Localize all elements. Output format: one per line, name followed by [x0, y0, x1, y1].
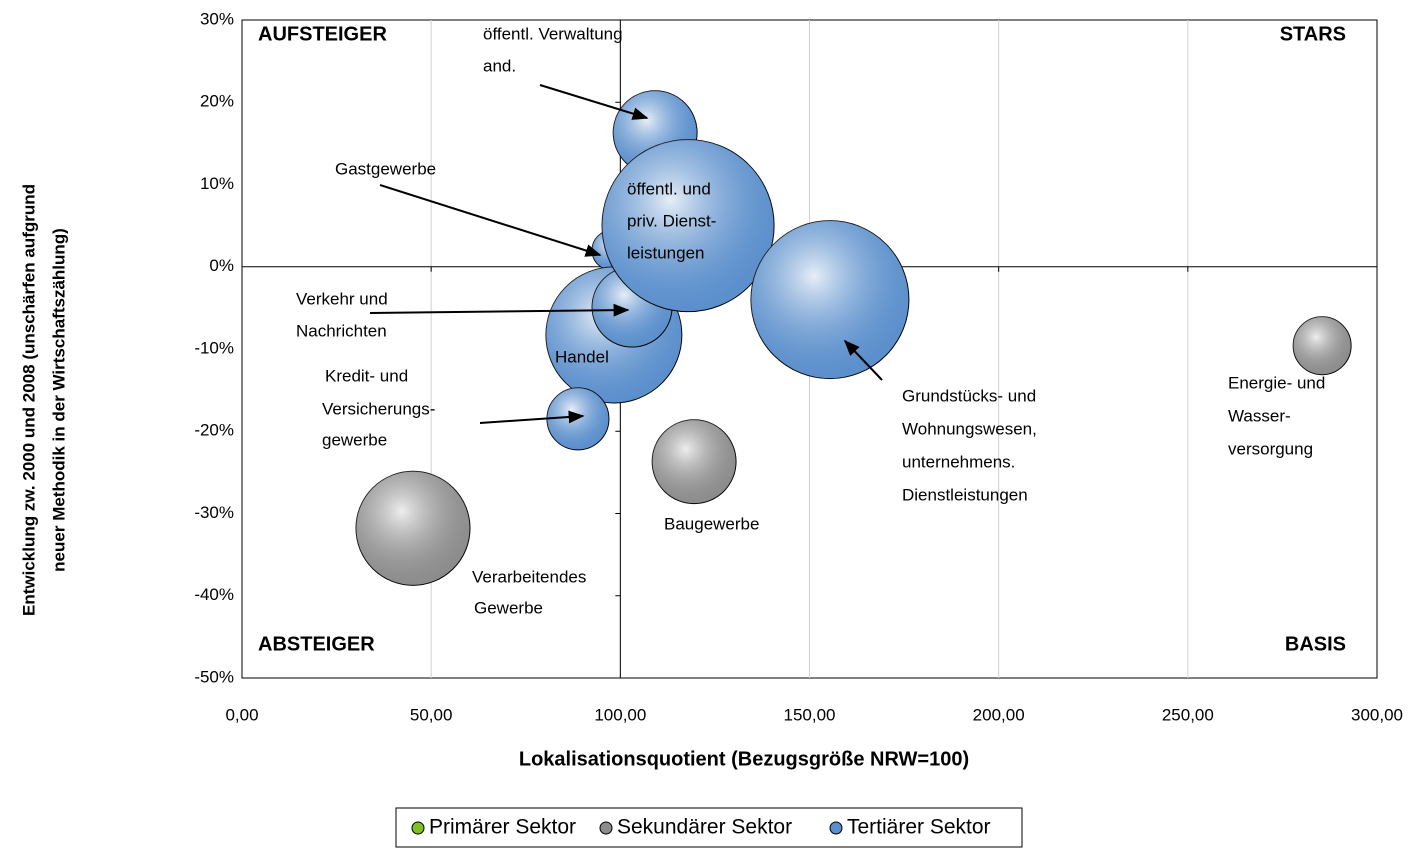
bubble-label: gewerbe — [322, 430, 387, 449]
bubble-label: leistungen — [627, 243, 705, 262]
legend-label: Tertiärer Sektor — [847, 816, 991, 839]
bubble-label: unternehmens. — [902, 452, 1015, 471]
bubble-label: Gewerbe — [474, 598, 543, 617]
bubble-shine — [750, 220, 909, 379]
bubble-shine — [652, 419, 737, 504]
bubble-label: Handel — [555, 347, 609, 366]
quadrant-label: STARS — [1280, 23, 1346, 45]
quadrant-label: AUFSTEIGER — [258, 23, 387, 45]
label-arrow — [539, 84, 649, 120]
legend-label: Primärer Sektor — [429, 816, 576, 839]
label-arrow — [843, 339, 883, 381]
bubble-shine — [1293, 316, 1352, 375]
bubble-shine — [355, 471, 471, 586]
y-tick-label: 20% — [200, 92, 234, 111]
bubble-label: Dienstleistungen — [902, 485, 1028, 504]
y-tick-label: -40% — [194, 585, 234, 604]
y-axis-label: neuer Methodik in der Wirtschaftszählung… — [49, 228, 68, 572]
bubble — [1292, 316, 1352, 376]
x-tick-label: 150,00 — [784, 705, 836, 724]
y-tick-label: 10% — [200, 174, 234, 193]
quadrant-label: BASIS — [1285, 633, 1346, 655]
x-tick-label: 50,00 — [410, 705, 453, 724]
bubble-label: öffentl. Verwaltung — [483, 24, 623, 43]
bubble-label: Wohnungswesen, — [902, 419, 1037, 438]
bubble-label: Versicherungs- — [322, 399, 435, 418]
bubble-label: Kredit- und — [325, 366, 408, 385]
bubble-label: Energie- und — [1228, 373, 1325, 392]
x-tick-label: 100,00 — [594, 705, 646, 724]
x-tick-label: 300,00 — [1351, 705, 1403, 724]
y-tick-label: -20% — [194, 421, 234, 440]
x-tick-label: 0,00 — [225, 705, 258, 724]
bubble — [546, 387, 610, 451]
label-arrow — [369, 303, 630, 317]
legend-box — [395, 807, 1023, 848]
y-axis-label: Entwicklung zw. 2000 und 2008 (unschärfe… — [19, 184, 38, 616]
bubble-label: Grundstücks- und — [902, 386, 1036, 405]
bubble-label: and. — [483, 56, 516, 75]
label-arrow — [479, 410, 585, 424]
bubble-label: Verarbeitendes — [472, 567, 586, 586]
x-axis-label: Lokalisationsquotient (Bezugsgröße NRW=1… — [519, 748, 969, 770]
bubble-label: versorgung — [1228, 439, 1313, 458]
bubble-label: öffentl. und — [627, 179, 711, 198]
bubble-label: Baugewerbe — [664, 514, 759, 533]
y-tick-label: 0% — [209, 256, 234, 275]
y-tick-label: -30% — [194, 503, 234, 522]
bubble-label: Wasser- — [1228, 406, 1291, 425]
label-arrow — [379, 184, 602, 257]
y-tick-label: 30% — [200, 9, 234, 28]
bubble-label: Verkehr und — [296, 289, 388, 308]
quadrant-label: ABSTEIGER — [258, 633, 375, 655]
bubble-shine — [546, 387, 609, 450]
x-tick-label: 250,00 — [1162, 705, 1214, 724]
bubble-shine — [602, 139, 775, 312]
bubble-label: Nachrichten — [296, 321, 387, 340]
bubble — [601, 139, 775, 313]
legend-marker — [829, 821, 843, 835]
y-tick-label: -50% — [194, 667, 234, 686]
legend-label: Sekundärer Sektor — [617, 816, 792, 839]
legend-marker — [599, 821, 613, 835]
y-tick-label: -10% — [194, 338, 234, 357]
bubble-label: Gastgewerbe — [335, 159, 436, 178]
x-tick-label: 200,00 — [973, 705, 1025, 724]
legend-marker — [411, 821, 425, 835]
bubble — [750, 220, 910, 380]
bubble — [651, 419, 737, 505]
bubble-label: priv. Dienst- — [627, 211, 716, 230]
bubble — [355, 470, 471, 586]
